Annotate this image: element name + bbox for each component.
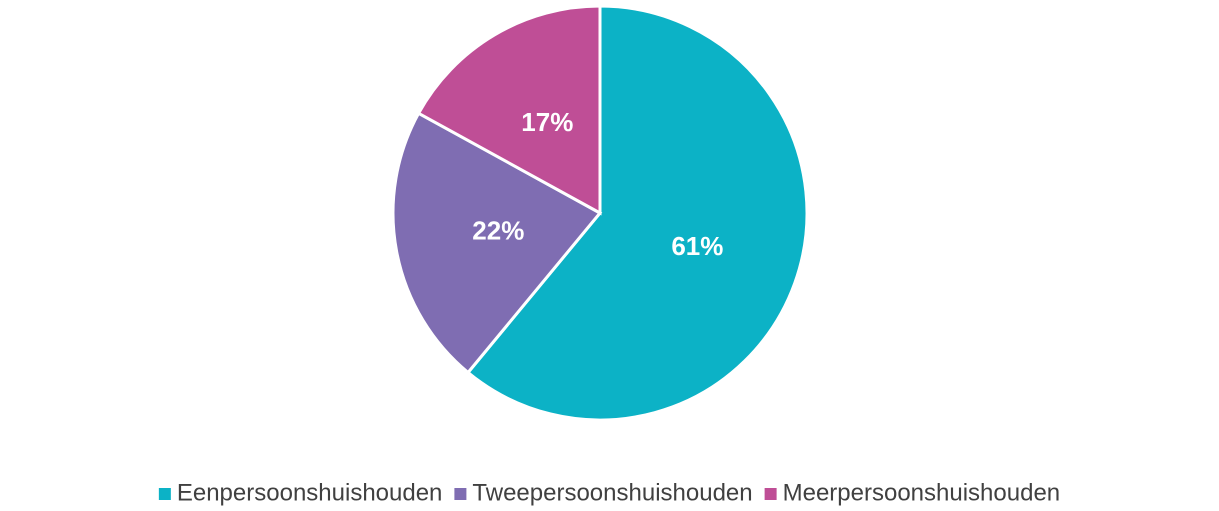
data-label: 22% — [472, 215, 524, 245]
pie-slice — [391, 111, 603, 375]
pie-slice — [465, 4, 809, 422]
legend-label: Eenpersoonshuishouden — [177, 479, 443, 506]
legend: Eenpersoonshuishouden Tweepersoonshuishou… — [158, 479, 1061, 506]
data-label: 61% — [671, 231, 723, 261]
legend-marker — [158, 488, 171, 500]
data-label: 17% — [521, 107, 573, 137]
slices — [391, 4, 809, 422]
legend-label: Meerpersoonshuishouden — [783, 479, 1061, 506]
legend-marker — [764, 488, 777, 500]
legend-label: Tweepersoonshuishouden — [472, 479, 752, 506]
pie-slice — [416, 4, 602, 216]
legend-marker — [454, 488, 467, 500]
